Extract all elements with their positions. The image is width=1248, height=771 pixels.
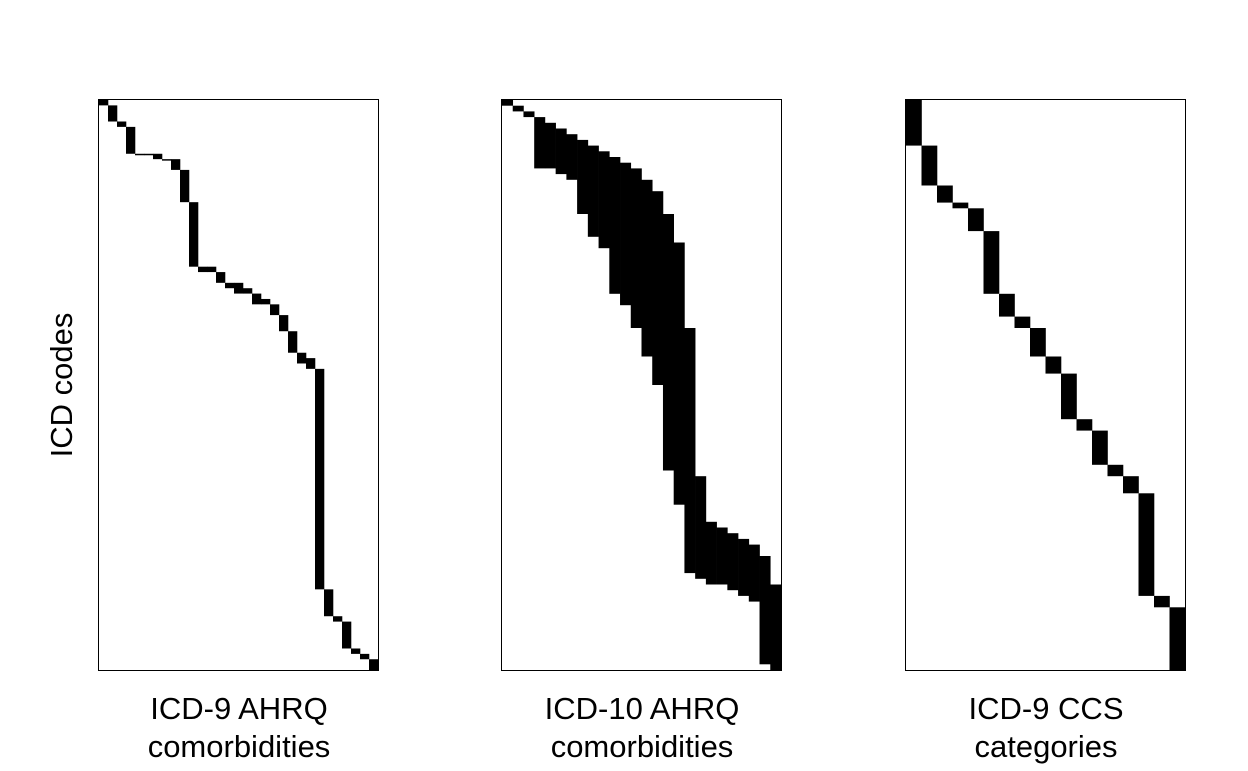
heatmap-cell-col-4 (135, 153, 145, 156)
heatmap-cell-col-28 (351, 648, 361, 654)
heatmap-cell-col-12 (1091, 430, 1108, 465)
heatmap-cell-col-8 (171, 159, 181, 170)
heatmap-cell-col-12 (630, 168, 642, 328)
heatmap-cell-col-5 (143, 153, 154, 156)
heatmap-cell-col-5 (555, 128, 567, 175)
heatmap-cell-col-0 (906, 100, 922, 146)
heatmap-cell-col-6 (999, 293, 1015, 317)
heatmap-cell-col-3 (534, 117, 546, 169)
heatmap-cell-col-22 (297, 352, 307, 364)
heatmap-cell-col-1 (107, 105, 118, 122)
heatmap-cell-col-14 (652, 191, 664, 385)
heatmap-cell-col-26 (333, 616, 343, 622)
panel-icd9-ccs (905, 99, 1186, 671)
heatmap-cell-col-20 (278, 315, 289, 332)
heatmap-cell-col-2 (523, 111, 535, 118)
heatmap-cell-col-17 (1169, 607, 1185, 670)
heatmap-cell-col-5 (983, 231, 1000, 294)
heatmap-icd10-ahrq (502, 100, 781, 670)
heatmap-cell-col-1 (921, 145, 938, 186)
heatmap-cell-col-10 (1060, 373, 1077, 420)
heatmap-cell-col-11 (1076, 419, 1093, 431)
heatmap-cell-col-25 (323, 589, 334, 617)
heatmap-cell-col-9 (179, 169, 190, 203)
heatmap-cell-col-3 (125, 126, 136, 154)
heatmap-cell-col-30 (369, 659, 378, 670)
heatmap-cell-col-16 (242, 288, 253, 294)
x-axis-label-icd9-ahrq: ICD-9 AHRQ comorbidities (147, 691, 331, 764)
heatmap-cell-col-18 (260, 298, 271, 305)
heatmap-cell-col-7 (577, 139, 589, 214)
heatmap-cell-col-19 (705, 521, 717, 585)
heatmap-cell-col-7 (1014, 316, 1031, 328)
heatmap-cell-col-4 (544, 122, 556, 169)
heatmap-cell-col-11 (620, 162, 632, 306)
heatmap-cell-col-17 (252, 293, 262, 305)
heatmap-cell-col-9 (598, 151, 610, 249)
heatmap-cell-col-13 (216, 272, 226, 283)
heatmap-cell-col-18 (695, 476, 707, 579)
heatmap-cell-col-6 (566, 134, 578, 180)
heatmap-cell-col-7 (161, 159, 172, 161)
heatmap-icd9-ahrq (99, 100, 378, 670)
heatmap-cell-col-11 (198, 266, 208, 273)
heatmap-cell-col-16 (673, 242, 685, 505)
x-axis-label-icd9-ccs: ICD-9 CCS categories (968, 691, 1124, 764)
heatmap-cell-col-22 (738, 538, 750, 596)
heatmap-cell-col-15 (1138, 493, 1155, 596)
heatmap-cell-col-24 (315, 368, 325, 590)
heatmap-cell-col-20 (716, 527, 728, 585)
heatmap-cell-col-27 (341, 621, 352, 649)
heatmap-cell-col-4 (967, 208, 984, 232)
heatmap-cell-col-25 (770, 584, 781, 670)
panel-icd10-ahrq (501, 99, 782, 671)
y-axis-label: ICD codes (44, 312, 79, 458)
heatmap-cell-col-2 (117, 121, 127, 127)
heatmap-cell-col-15 (234, 282, 244, 294)
heatmap-cell-col-16 (1154, 595, 1170, 608)
heatmap-cell-col-6 (153, 153, 163, 160)
x-axis-label-icd10-ahrq: ICD-10 AHRQ comorbidities (544, 691, 740, 764)
heatmap-cell-col-0 (99, 100, 109, 106)
heatmap-icd9-ccs (906, 100, 1185, 670)
heatmap-cell-col-1 (512, 105, 524, 112)
heatmap-cell-col-19 (270, 304, 280, 316)
heatmap-cell-col-8 (1030, 328, 1046, 357)
panel-icd9-ahrq (98, 99, 379, 671)
heatmap-cell-col-0 (502, 100, 514, 106)
heatmap-cell-col-21 (727, 533, 739, 591)
heatmap-cell-col-10 (609, 157, 621, 294)
heatmap-cell-col-23 (305, 358, 316, 369)
heatmap-cell-col-13 (641, 179, 653, 357)
heatmap-cell-col-2 (936, 185, 953, 203)
heatmap-cell-col-9 (1045, 356, 1062, 374)
heatmap-cell-col-23 (748, 544, 760, 602)
heatmap-cell-col-24 (759, 556, 771, 665)
heatmap-cell-col-13 (1107, 464, 1124, 477)
heatmap-cell-col-12 (206, 266, 217, 273)
heatmap-cell-col-29 (359, 653, 370, 660)
heatmap-cell-col-14 (224, 282, 235, 289)
heatmap-cell-col-15 (662, 214, 674, 471)
heatmap-cell-col-8 (587, 145, 599, 237)
heatmap-cell-col-14 (1123, 476, 1139, 494)
heatmap-cell-col-17 (684, 328, 696, 574)
heatmap-cell-col-10 (189, 202, 199, 267)
heatmap-cell-col-21 (287, 331, 298, 353)
heatmap-cell-col-3 (952, 202, 969, 209)
